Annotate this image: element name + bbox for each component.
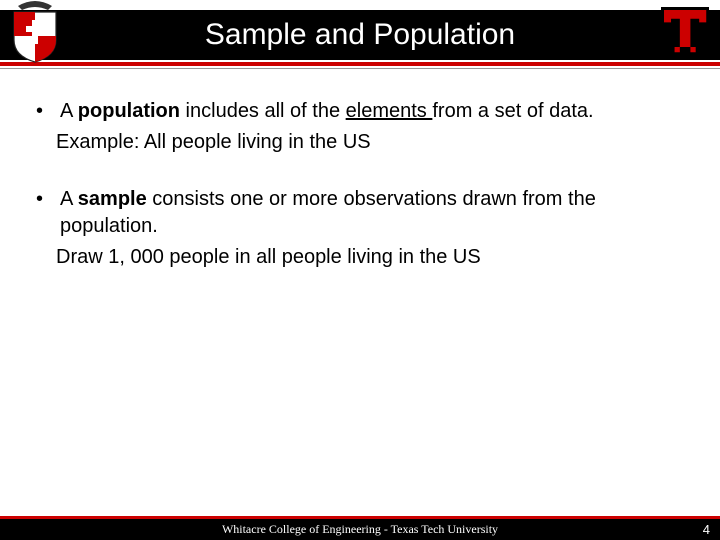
footer-bar: Whitacre College of Engineering - Texas …	[0, 519, 720, 540]
header-gray-rule	[0, 68, 720, 69]
slide-title: Sample and Population	[205, 18, 515, 52]
bullet-item: • A sample consists one or more observat…	[36, 186, 684, 240]
shield-logo-icon	[8, 0, 62, 64]
text-fragment: A	[60, 188, 78, 210]
bullet-text: A sample consists one or more observatio…	[60, 186, 684, 240]
text-bold: sample	[78, 188, 147, 210]
bullet-item: • A population includes all of the eleme…	[36, 98, 684, 125]
example-text: Draw 1, 000 people in all people living …	[36, 244, 684, 271]
text-fragment: A	[60, 100, 78, 122]
text-bold: population	[78, 100, 180, 122]
text-underline: elements	[346, 100, 433, 122]
title-bar: Sample and Population	[0, 10, 720, 60]
page-number: 4	[703, 522, 710, 537]
double-t-logo-icon	[658, 4, 712, 58]
example-text: Example: All people living in the US	[36, 129, 684, 156]
bullet-dot: •	[36, 186, 60, 240]
footer-text: Whitacre College of Engineering - Texas …	[222, 522, 498, 537]
text-fragment: includes all of the	[180, 100, 346, 122]
header-red-rule	[0, 62, 720, 66]
bullet-dot: •	[36, 98, 60, 125]
bullet-text: A population includes all of the element…	[60, 98, 684, 125]
text-fragment: from a set of data.	[432, 100, 593, 122]
slide-footer: Whitacre College of Engineering - Texas …	[0, 516, 720, 540]
slide-body: • A population includes all of the eleme…	[0, 72, 720, 271]
slide-header: Sample and Population	[0, 0, 720, 72]
